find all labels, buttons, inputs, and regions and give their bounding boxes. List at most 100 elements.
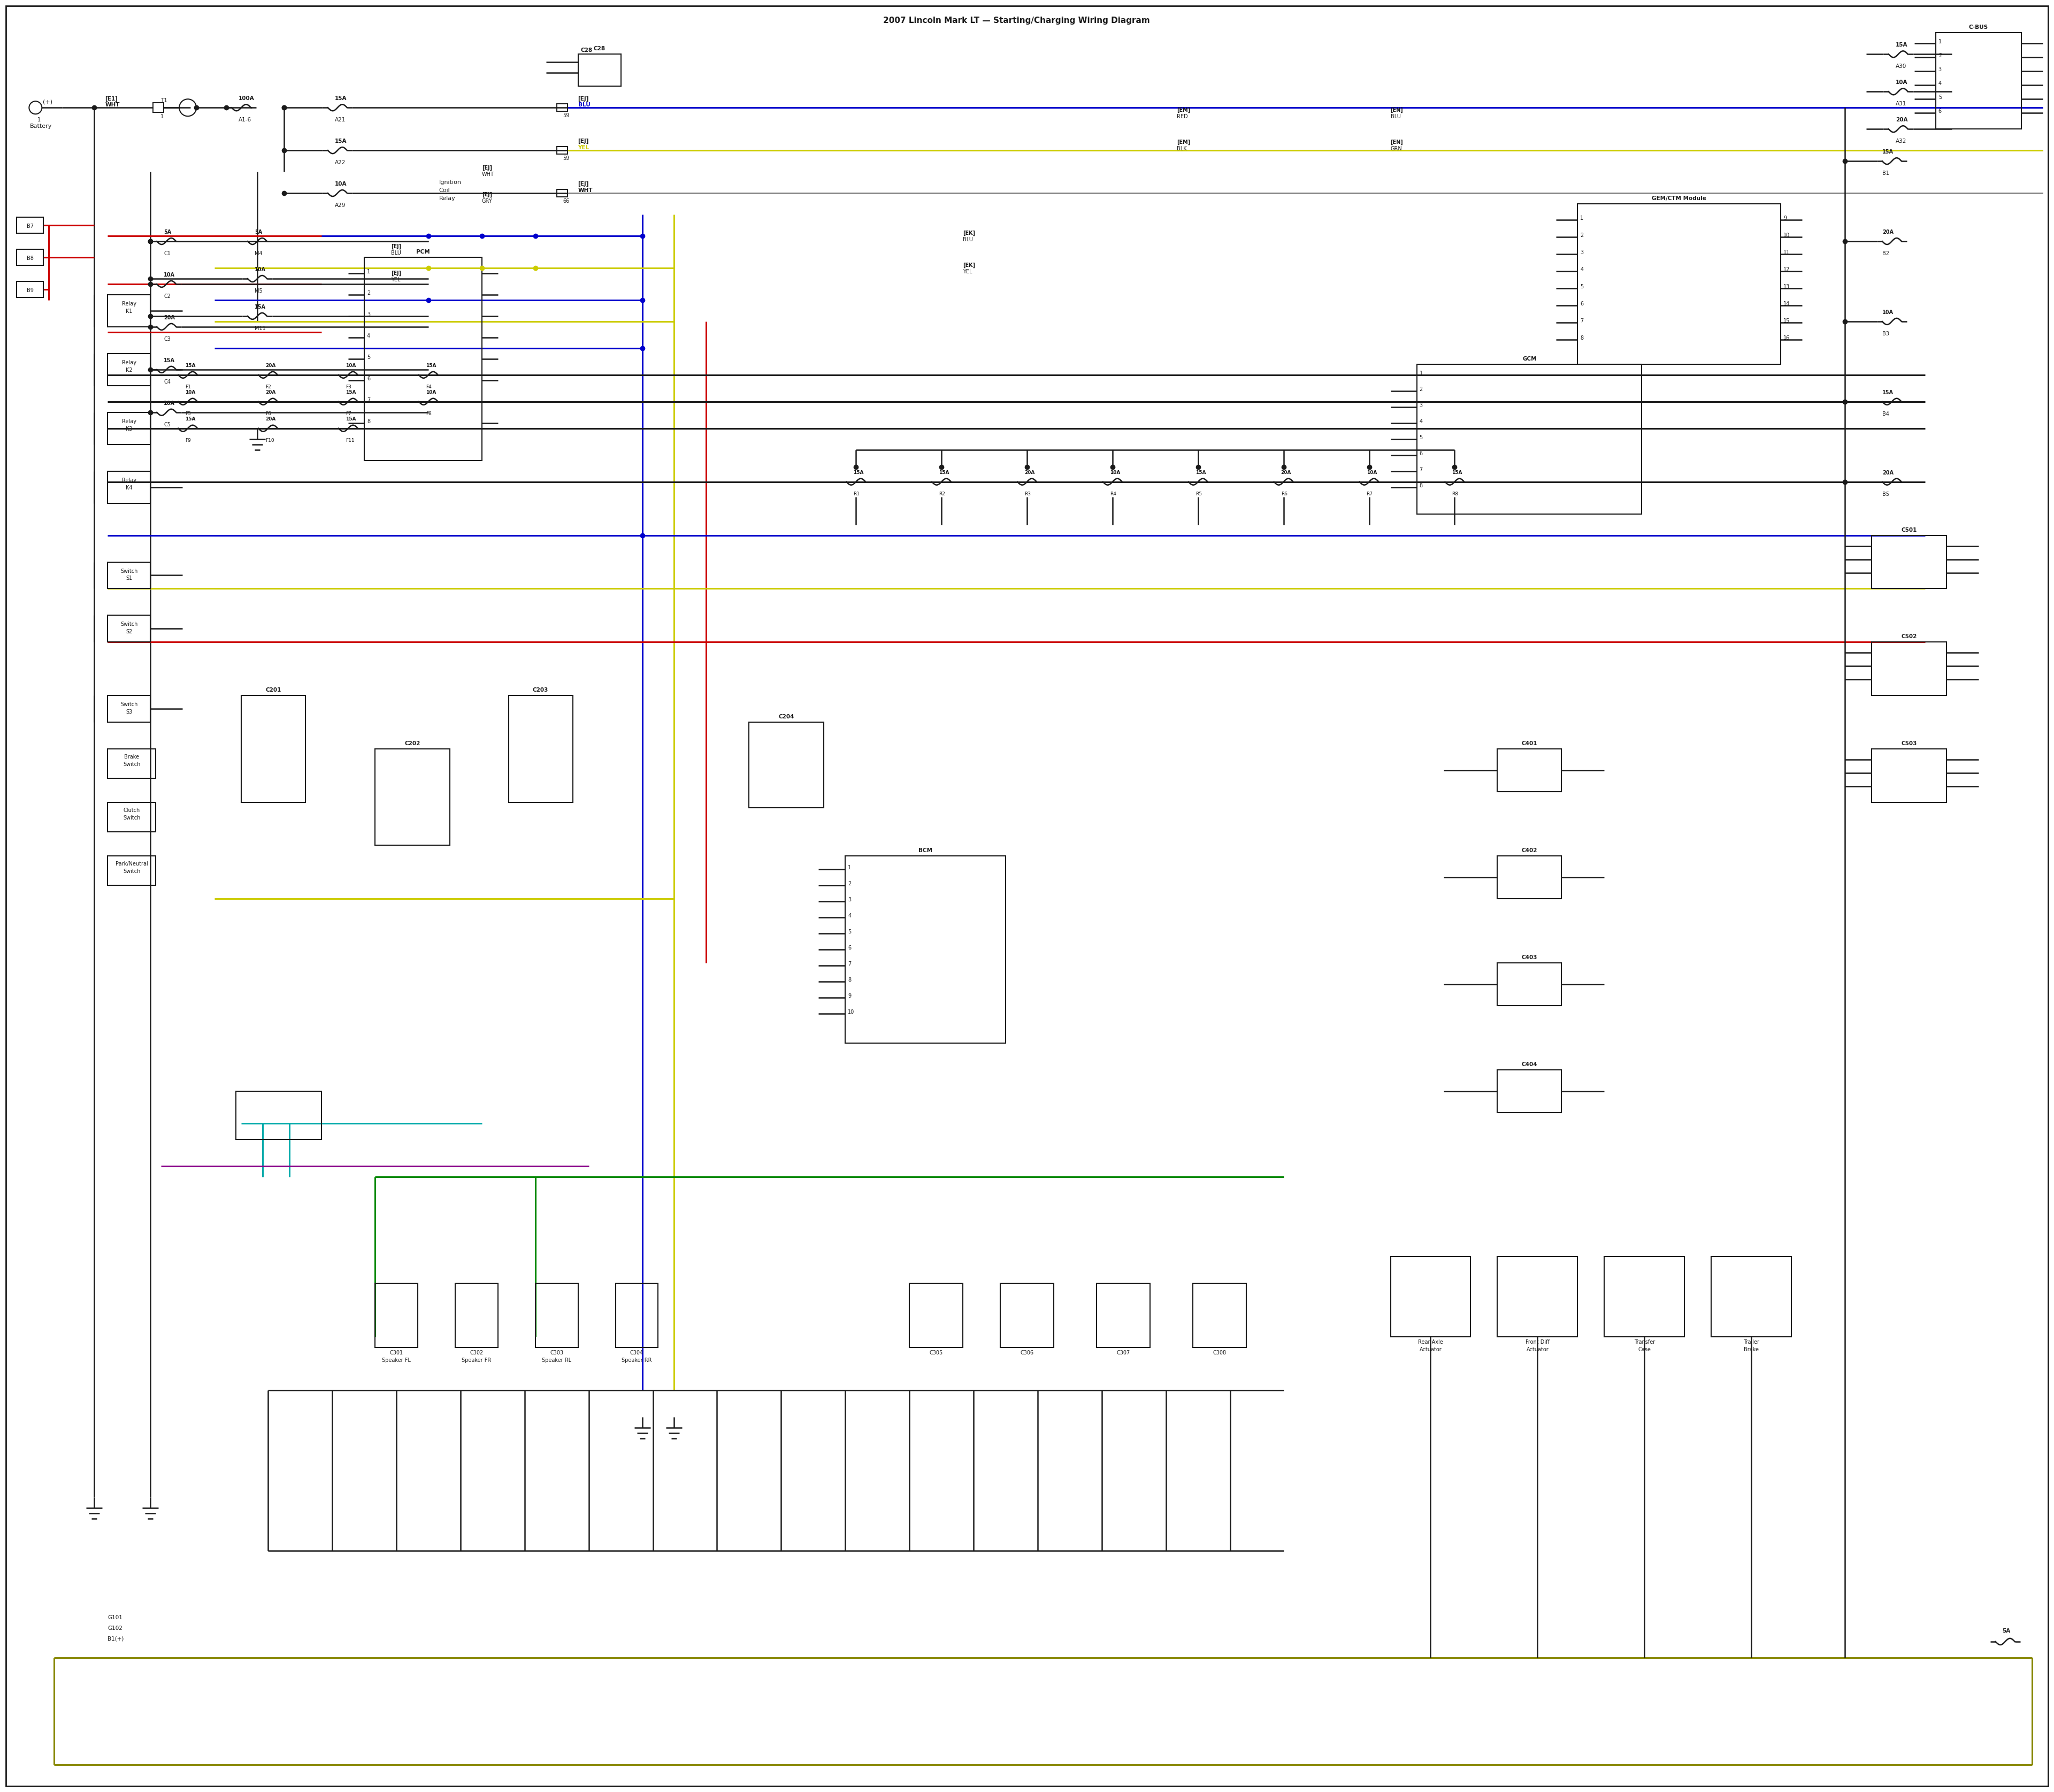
Text: 10A: 10A xyxy=(1109,470,1119,475)
Bar xyxy=(1935,32,2021,129)
Text: 59: 59 xyxy=(563,113,569,118)
Text: 20A: 20A xyxy=(1896,116,1908,122)
Text: 59: 59 xyxy=(563,156,569,161)
Bar xyxy=(240,695,306,803)
Text: 10A: 10A xyxy=(345,364,355,367)
Text: Relay: Relay xyxy=(440,195,456,201)
Text: B3: B3 xyxy=(1881,332,1890,337)
Text: 10A: 10A xyxy=(1896,81,1908,86)
Text: Ignition: Ignition xyxy=(440,179,462,185)
Text: 15A: 15A xyxy=(335,138,347,143)
Bar xyxy=(536,1283,577,1348)
Text: 10A: 10A xyxy=(255,267,265,272)
Text: Brake: Brake xyxy=(1744,1348,1758,1353)
Text: S3: S3 xyxy=(125,710,131,715)
Text: Switch: Switch xyxy=(123,869,140,874)
Text: Rear Axle: Rear Axle xyxy=(1417,1340,1444,1346)
Text: C3: C3 xyxy=(164,337,170,342)
Text: F3: F3 xyxy=(345,385,351,389)
Text: 15A: 15A xyxy=(164,358,175,364)
Text: 16: 16 xyxy=(1783,335,1789,340)
Text: R6: R6 xyxy=(1282,491,1288,496)
Bar xyxy=(910,1283,963,1348)
Text: 10: 10 xyxy=(1783,233,1789,238)
Text: C302: C302 xyxy=(470,1351,483,1357)
Text: [EJ]: [EJ] xyxy=(483,192,493,197)
Text: 8: 8 xyxy=(368,419,370,425)
Text: Relay: Relay xyxy=(121,360,136,366)
Text: Switch: Switch xyxy=(123,762,140,767)
Text: 20A: 20A xyxy=(265,416,275,421)
Bar xyxy=(107,857,156,885)
Text: A32: A32 xyxy=(1896,138,1906,143)
Text: (+): (+) xyxy=(43,99,53,104)
Text: Relay: Relay xyxy=(121,477,136,482)
Bar xyxy=(1097,1283,1150,1348)
Text: B9: B9 xyxy=(27,289,33,294)
Text: Switch: Switch xyxy=(121,568,138,573)
Text: 20A: 20A xyxy=(1025,470,1035,475)
Text: 5A: 5A xyxy=(164,229,170,235)
Bar xyxy=(1497,1256,1577,1337)
Text: B2: B2 xyxy=(1881,251,1890,256)
Bar xyxy=(557,147,567,154)
Bar xyxy=(509,695,573,803)
Text: 20A: 20A xyxy=(1881,229,1894,235)
Bar xyxy=(107,749,156,778)
Text: F7: F7 xyxy=(345,410,351,416)
Bar xyxy=(557,104,567,111)
Text: C401: C401 xyxy=(1522,742,1536,745)
Text: B8: B8 xyxy=(27,256,33,262)
Bar xyxy=(1497,857,1561,898)
Text: [EJ]: [EJ] xyxy=(390,271,401,276)
Text: [EN]: [EN] xyxy=(1391,140,1403,145)
Text: Speaker RR: Speaker RR xyxy=(622,1358,651,1364)
Text: 10A: 10A xyxy=(164,272,175,278)
Text: GCM: GCM xyxy=(1522,357,1536,362)
Text: 4: 4 xyxy=(1419,419,1423,425)
Text: [EJ]: [EJ] xyxy=(577,97,589,102)
Text: 15A: 15A xyxy=(1452,470,1462,475)
Text: BLU: BLU xyxy=(1391,115,1401,120)
Text: 1: 1 xyxy=(368,269,370,274)
Text: 6: 6 xyxy=(1939,109,1941,115)
Bar xyxy=(16,217,43,233)
Text: S2: S2 xyxy=(125,629,131,634)
Text: C2: C2 xyxy=(164,294,170,299)
Text: 20A: 20A xyxy=(164,315,175,321)
Text: 7: 7 xyxy=(368,398,370,403)
Text: Relay: Relay xyxy=(121,419,136,425)
Text: 15A: 15A xyxy=(425,364,435,367)
Text: GEM/CTM Module: GEM/CTM Module xyxy=(1651,195,1707,201)
Text: Switch: Switch xyxy=(121,702,138,708)
Bar xyxy=(364,258,483,461)
Text: YEL: YEL xyxy=(577,145,589,151)
Text: 8: 8 xyxy=(1580,335,1584,340)
Bar xyxy=(16,249,43,265)
Text: 4: 4 xyxy=(1939,81,1941,86)
Text: 3: 3 xyxy=(1419,403,1423,409)
Bar xyxy=(1711,1256,1791,1337)
Text: 14: 14 xyxy=(1783,301,1789,306)
Text: R7: R7 xyxy=(1366,491,1372,496)
Text: 20A: 20A xyxy=(1282,470,1292,475)
Text: C404: C404 xyxy=(1522,1061,1536,1066)
Text: Case: Case xyxy=(1637,1348,1651,1353)
Text: A21: A21 xyxy=(335,116,345,122)
Text: R1: R1 xyxy=(852,491,861,496)
Bar xyxy=(1497,1070,1561,1113)
Text: F2: F2 xyxy=(265,385,271,389)
Text: 15A: 15A xyxy=(345,416,355,421)
Text: GRN: GRN xyxy=(1391,147,1403,152)
Text: 20A: 20A xyxy=(1881,470,1894,475)
Text: Clutch: Clutch xyxy=(123,808,140,814)
Bar xyxy=(1193,1283,1247,1348)
Text: C307: C307 xyxy=(1117,1351,1130,1357)
Text: F5: F5 xyxy=(185,410,191,416)
Text: [EN]: [EN] xyxy=(1391,108,1403,113)
Text: B1: B1 xyxy=(1881,170,1890,176)
Bar xyxy=(616,1283,657,1348)
Text: C502: C502 xyxy=(1902,634,1916,640)
Text: R2: R2 xyxy=(939,491,945,496)
Text: WHT: WHT xyxy=(483,172,495,177)
